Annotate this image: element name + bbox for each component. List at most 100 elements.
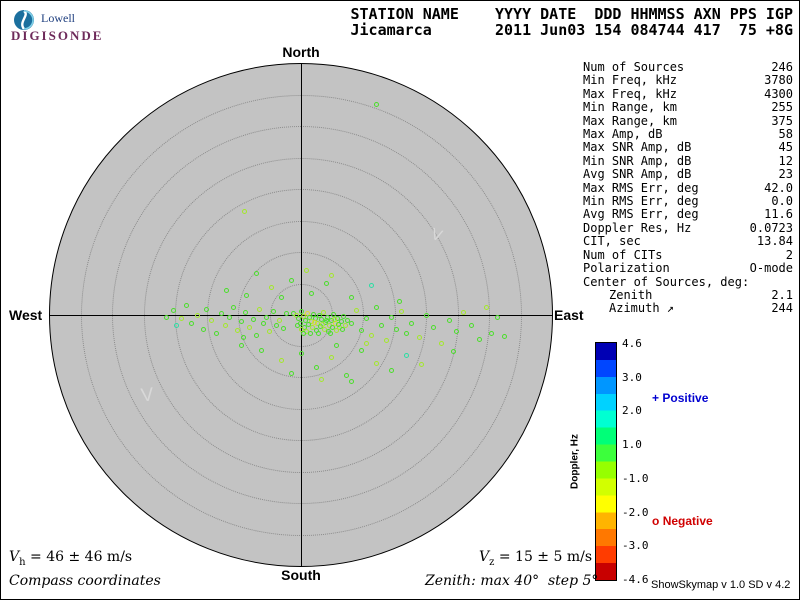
stat-value: 3780 (764, 73, 793, 88)
source-point (173, 322, 179, 328)
source-point (430, 324, 436, 330)
header-column-labels: STATION NAME YYYY DATE DDD HHMMSS AXN PP… (350, 5, 793, 23)
source-point (333, 327, 339, 333)
source-point (344, 317, 350, 323)
source-point (348, 378, 354, 384)
stat-row: Center of Sources, deg: (583, 275, 793, 289)
source-point (388, 367, 394, 373)
colorbar-tick: 1.0 (622, 438, 642, 452)
station-header: STATION NAME YYYY DATE DDD HHMMSS AXN PP… (350, 6, 793, 38)
source-point (213, 330, 219, 336)
source-point (438, 340, 444, 346)
source-point (329, 324, 335, 330)
source-point (388, 314, 394, 320)
stat-value: 45 (778, 140, 793, 155)
source-point (393, 326, 399, 332)
source-point (288, 277, 294, 283)
source-point (278, 357, 284, 363)
source-point (218, 310, 224, 316)
stat-label: Min SNR Amp, dB (583, 153, 692, 168)
source-point (488, 330, 494, 336)
source-point (270, 308, 276, 314)
source-point (408, 320, 414, 326)
stat-row: Max Freq, kHz 4300 (583, 86, 793, 101)
stat-row: Max Range, km 375 (583, 113, 793, 128)
stat-label: Doppler Res, Hz (583, 220, 692, 235)
colorbar-tick: -1.0 (622, 471, 649, 485)
source-point (330, 311, 336, 317)
stat-row: Polarization O-mode (583, 261, 793, 276)
compass-label-north: North (282, 44, 320, 60)
source-point (273, 322, 279, 328)
source-point (416, 334, 422, 340)
source-point (342, 322, 348, 328)
source-point (339, 326, 345, 332)
stat-label: Min RMS Err, deg (583, 194, 699, 209)
source-point (403, 352, 409, 358)
stat-value: 246 (771, 60, 793, 74)
source-point (396, 298, 402, 304)
source-point (283, 310, 289, 316)
stat-row: Num of CITs 2 (583, 247, 793, 262)
stat-label: Max RMS Err, deg (583, 180, 699, 195)
program-version: ShowSkymap v 1.0 SD v 4.2 (651, 579, 791, 591)
source-point (353, 307, 359, 313)
stat-value: 4300 (764, 86, 793, 101)
stat-row: Azimuth ↗ 244 (583, 301, 793, 315)
colorbar-ticks: 4.6 3.0 2.0 1.0 -1.0 -2.0 -3.0 -4.6 (622, 337, 649, 586)
source-point (238, 342, 244, 348)
source-point (323, 280, 329, 286)
source-point (327, 330, 333, 336)
source-point (446, 317, 452, 323)
stat-label: Avg RMS Err, deg (583, 207, 699, 222)
source-point (200, 326, 206, 332)
source-point (253, 332, 259, 338)
legend-negative-label: Negative (662, 514, 713, 528)
stat-row: Avg RMS Err, deg 11.6 (583, 207, 793, 222)
source-point (338, 318, 344, 324)
stat-label: Num of CITs (583, 247, 663, 262)
source-point (234, 327, 240, 333)
stat-value: O-mode (749, 261, 793, 276)
source-point (318, 316, 324, 322)
stat-label: CIT, sec (583, 234, 641, 249)
source-point (348, 294, 354, 300)
horizontal-velocity-readout: Vh = 46 ± 46 m/s (9, 549, 132, 568)
source-point (242, 309, 248, 315)
source-point (373, 101, 379, 107)
stat-value: 2.1 (771, 287, 793, 302)
colorbar-title: Doppler, Hz (569, 434, 581, 490)
source-point (378, 322, 384, 328)
source-point (258, 347, 264, 353)
source-point (298, 350, 304, 356)
source-point (331, 316, 337, 322)
source-point (260, 320, 266, 326)
source-point (358, 347, 364, 353)
source-point (241, 208, 247, 214)
stat-value: 375 (771, 113, 793, 128)
source-point (373, 304, 379, 310)
stat-value: 2 (785, 247, 793, 262)
stat-value: 255 (771, 100, 793, 115)
source-point (266, 328, 272, 334)
source-point (203, 306, 209, 312)
source-point (323, 317, 329, 323)
stat-value: 11.6 (764, 207, 793, 222)
stat-row: Min Freq, kHz 3780 (583, 73, 793, 88)
source-point (300, 330, 306, 336)
source-point (253, 270, 259, 276)
stat-label: Max Freq, kHz (583, 86, 677, 101)
source-point (501, 333, 507, 339)
vh-subscript: h (19, 556, 26, 568)
source-point (476, 336, 482, 342)
vz-value: = 15 ± 5 m/s (498, 549, 593, 565)
source-point (363, 315, 369, 321)
source-point (328, 272, 334, 278)
source-point (243, 292, 249, 298)
stat-row: Doppler Res, Hz 0.0723 (583, 220, 793, 235)
stat-value: 23 (778, 167, 793, 182)
vh-value: = 46 ± 46 m/s (30, 549, 133, 565)
source-point (226, 314, 232, 320)
source-point (188, 320, 194, 326)
